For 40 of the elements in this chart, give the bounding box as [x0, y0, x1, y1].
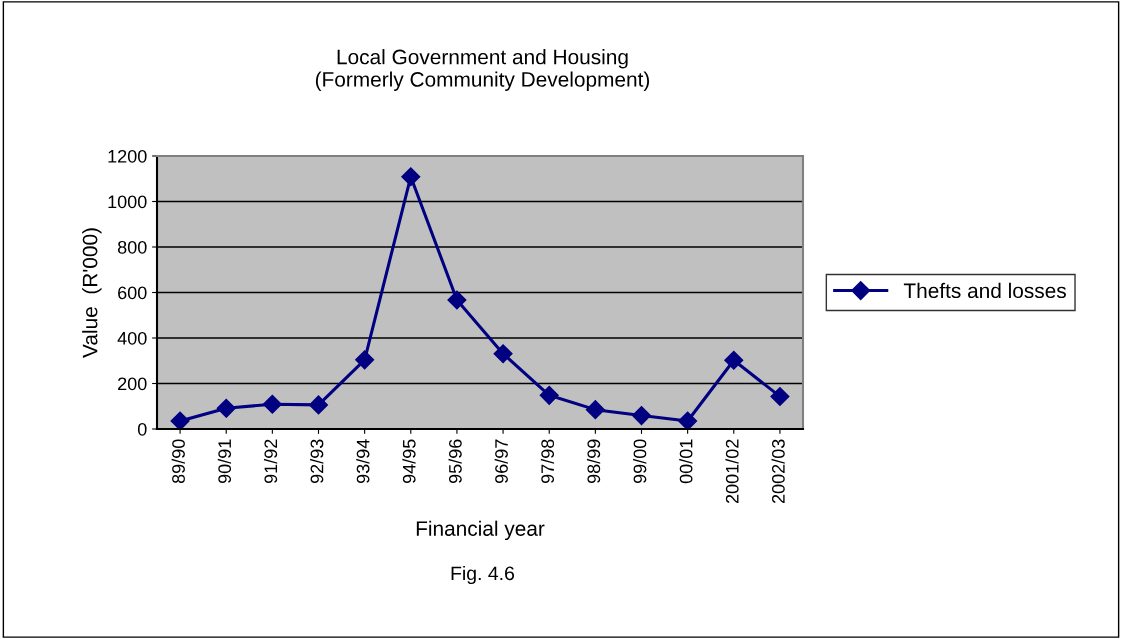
point [631, 406, 652, 426]
x-tick-label: 91/92 [263, 439, 278, 484]
y-tick-label: 1000 [108, 195, 147, 209]
point [770, 386, 790, 407]
point [724, 350, 744, 370]
x-tick-label: 2001/02 [725, 439, 739, 504]
x-tick-label: 00/01 [679, 439, 693, 484]
chart-title: Local Government and Housing (Formerly Community Development) [315, 49, 650, 91]
point [493, 344, 513, 364]
point [401, 167, 421, 187]
y-tick-label: 600 [118, 286, 147, 300]
point [355, 350, 375, 370]
x-tick-label: 94/95 [402, 439, 416, 484]
x-axis-title: Financial year [416, 520, 545, 541]
point [308, 395, 329, 415]
x-tick-label: 95/96 [448, 439, 462, 484]
x-tick-label: 97/98 [540, 439, 555, 484]
point [216, 398, 236, 418]
point [447, 290, 467, 310]
point [585, 400, 605, 420]
x-tick-label: 98/99 [586, 439, 601, 484]
point [170, 411, 190, 429]
legend-label: Thefts and losses [903, 282, 1066, 299]
x-tick-label: 99/00 [633, 439, 647, 484]
x-tick-label: 92/93 [310, 439, 324, 484]
y-tick-label: 0 [137, 422, 147, 436]
x-tick-label: 93/94 [356, 439, 370, 484]
point [678, 411, 698, 429]
y-tick-label: 200 [118, 377, 147, 391]
y-tick-label: 400 [117, 331, 147, 345]
caption: Fig. 4.6 [451, 565, 515, 585]
point [262, 394, 282, 414]
x-tick-label: 96/97 [494, 439, 508, 484]
x-tick-label: 89/90 [171, 439, 185, 484]
x-tick-label: 2002/03 [771, 439, 785, 504]
y-axis-title: Value (R'000) [82, 228, 102, 358]
y-tick-label: 1200 [108, 149, 147, 163]
x-tick-label: 90/91 [217, 439, 232, 484]
point [539, 385, 559, 405]
y-tick-label: 800 [117, 240, 147, 254]
